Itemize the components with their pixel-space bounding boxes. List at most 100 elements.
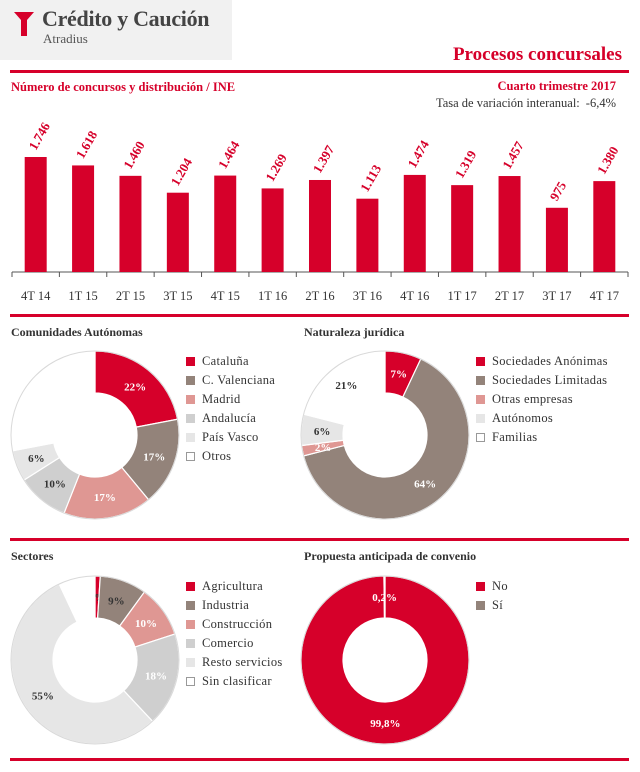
legend-label: Construcción [202, 617, 273, 631]
legend-item: País Vasco [186, 428, 275, 447]
legend-item: Andalucía [186, 409, 275, 428]
bar [309, 179, 331, 272]
bar [593, 181, 616, 272]
period-label: Cuarto trimestre 2017 [497, 79, 616, 93]
x-tick-label: 1T 15 [68, 289, 97, 303]
legend-item: Autónomos [476, 409, 608, 428]
donut-outline [10, 575, 180, 745]
legend-item: C. Valenciana [186, 371, 275, 390]
slice-label: 2% [315, 442, 332, 454]
bar [24, 157, 47, 272]
legend-swatch [186, 452, 195, 461]
bar-value-label: 1.113 [357, 162, 385, 195]
bar-value-label: 1.618 [73, 128, 101, 161]
divider [10, 538, 629, 541]
legend-swatch [186, 357, 195, 366]
x-tick-label: 1T 17 [448, 289, 477, 303]
bar-value-label: 1.746 [25, 119, 53, 152]
bar [545, 207, 568, 272]
legend-swatch [186, 433, 195, 442]
x-tick-label: 2T 16 [305, 289, 334, 303]
slice-label: 17% [143, 451, 165, 463]
legend-label: Sin clasificar [202, 674, 272, 688]
donut-outline [300, 575, 470, 745]
legend-item: Familias [476, 428, 608, 447]
legend-label: Autónomos [492, 411, 554, 425]
page-title: Procesos concursales [452, 44, 622, 65]
legend-label: C. Valenciana [202, 373, 276, 387]
slice-label: 7% [390, 369, 407, 381]
legend-label: Sociedades Limitadas [492, 373, 608, 387]
legend-item: Construcción [186, 615, 283, 634]
slice-label: 55% [32, 690, 54, 702]
legend-swatch [186, 582, 195, 591]
legend-swatch [476, 582, 485, 591]
divider [10, 70, 629, 73]
bar [451, 185, 474, 272]
legend-item: Otras empresas [476, 390, 608, 409]
legend-item: Resto servicios [186, 653, 283, 672]
bar [214, 175, 237, 272]
legend-label: Otros [202, 449, 232, 463]
legend-label: Industria [202, 598, 250, 612]
legend-item: Madrid [186, 390, 275, 409]
legend-item: Agricultura [186, 577, 283, 596]
legend-swatch [476, 433, 485, 442]
legend-label: No [492, 579, 508, 593]
legend-item: Sociedades Anónimas [476, 352, 608, 371]
legend-item: Sin clasificar [186, 672, 283, 691]
x-tick-label: 3T 15 [163, 289, 192, 303]
x-tick-label: 2T 17 [495, 289, 524, 303]
slice-label: 6% [28, 453, 45, 465]
legend-swatch [476, 601, 485, 610]
slice-label: 10% [44, 479, 66, 491]
bar-value-label: 1.457 [499, 138, 527, 171]
brand-name: Crédito y Caución [42, 6, 210, 31]
naturaleza-title: Naturaleza jurídica [304, 325, 405, 339]
x-tick-label: 4T 16 [400, 289, 429, 303]
bar-value-label: 1.380 [594, 144, 622, 177]
bar-value-label: 1.460 [120, 139, 148, 172]
x-tick-label: 4T 14 [21, 289, 51, 303]
legend-swatch [186, 677, 195, 686]
sectores-title: Sectores [11, 549, 54, 563]
bar [72, 165, 95, 272]
slice-label: 64% [414, 479, 436, 491]
bar-value-label: 1.319 [452, 147, 480, 180]
legend-swatch [186, 658, 195, 667]
bar-value-label: 975 [547, 178, 570, 203]
legend-item: Sociedades Limitadas [476, 371, 608, 390]
rate-value: -6,4% [585, 96, 616, 110]
legend-item: Industria [186, 596, 283, 615]
rate-line: Tasa de variación interanual: -6,4% [436, 96, 616, 111]
logo-icon [14, 12, 34, 36]
naturaleza-legend: Sociedades Anónimas Sociedades Limitadas O… [476, 352, 608, 447]
legend-swatch [186, 639, 195, 648]
x-tick-label: 3T 17 [542, 289, 571, 303]
legend-item: Otros [186, 447, 275, 466]
legend-label: Agricultura [202, 579, 263, 593]
legend-swatch [186, 414, 195, 423]
slice-label: 21% [335, 380, 357, 392]
bar [261, 188, 284, 272]
legend-swatch [186, 376, 195, 385]
slice-label: 18% [145, 671, 167, 683]
bar [166, 192, 189, 272]
legend-item: Sí [476, 596, 508, 615]
bar-value-label: 1.464 [215, 138, 243, 171]
legend-label: Sí [492, 598, 504, 612]
legend-label: Andalucía [202, 411, 257, 425]
x-tick-label: 1T 16 [258, 289, 287, 303]
sectores-donut: 1% 9%10%18%55% [10, 575, 180, 745]
legend-label: Cataluña [202, 354, 249, 368]
bar [119, 175, 142, 272]
logo-area [0, 0, 232, 60]
legend-swatch [476, 395, 485, 404]
divider [10, 758, 629, 761]
legend-swatch [186, 601, 195, 610]
legend-label: Otras empresas [492, 392, 573, 406]
bar-value-label: 1.397 [310, 142, 338, 175]
legend-label: Familias [492, 430, 538, 444]
bar-chart-title: Número de concursos y distribución / INE [11, 80, 236, 94]
legend-item: Comercio [186, 634, 283, 653]
